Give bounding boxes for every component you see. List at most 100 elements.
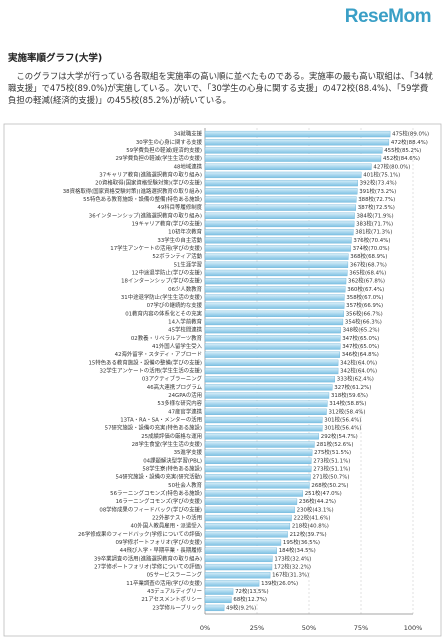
bar: [204, 261, 349, 268]
data-label: 354校(66.3%): [345, 317, 382, 325]
data-label: 68校(12.7%): [233, 595, 267, 603]
data-label: 292校(54.7%): [321, 432, 358, 440]
bar: [204, 596, 232, 603]
bar: [204, 253, 349, 260]
data-label: 346校(64.8%): [342, 350, 379, 358]
data-label: 314校(58.8%): [329, 399, 366, 407]
bar: [204, 139, 390, 146]
bar: [204, 400, 328, 407]
bar: [204, 335, 341, 342]
data-label: 184校(34.5%): [279, 546, 316, 554]
y-tick-label: 04課題解決型学習(PBL): [143, 456, 202, 464]
data-label: 218校(40.8%): [292, 522, 329, 530]
bar: [204, 408, 327, 415]
y-tick-label: 24GPAの活用: [168, 391, 202, 399]
bar: [204, 171, 362, 179]
y-tick-label: 48地域連携: [174, 162, 203, 170]
data-label: 381校(71.3%): [355, 228, 392, 236]
data-label: 312校(58.4%): [328, 407, 365, 415]
data-label: 230校(43.1%): [297, 505, 334, 513]
y-tick-label: 27学修ポートフォリオ(学修についての評価): [94, 563, 202, 571]
y-tick-label: 05サービスラーニング: [147, 571, 203, 579]
bar: [204, 580, 260, 587]
y-tick-label: 45学校間連携: [168, 326, 202, 334]
data-label: 251校(47.0%): [305, 489, 342, 497]
data-label: 342校(64.0%): [340, 358, 377, 366]
data-label: 172校(32.2%): [274, 563, 311, 571]
bar: [204, 376, 335, 383]
bar: [204, 351, 340, 358]
bar: [204, 343, 341, 350]
chart-frame: [3, 123, 442, 637]
y-tick-label: 08学修成果のフィードバック(学びの支援): [99, 505, 202, 513]
data-label: 392校(73.4%): [360, 179, 397, 187]
y-tick-label: 31中途退学防止(学生生活の支援): [121, 293, 202, 301]
bar: [204, 555, 273, 563]
bar: [204, 196, 357, 203]
y-tick-label: 50社会人教育: [168, 481, 202, 489]
bar: [204, 506, 295, 514]
bar: [204, 490, 303, 497]
data-label: 301校(56.4%): [324, 424, 361, 432]
bar: [204, 572, 271, 579]
data-label: 348校(65.2%): [343, 326, 380, 334]
y-tick-label: 39卒業調査の活用(進路選択教育の取り組み): [94, 554, 202, 562]
bar: [204, 237, 352, 244]
bar: [204, 523, 291, 530]
y-tick-label: 23学修ルーブリック: [152, 603, 202, 611]
y-tick-label: 52ボランティア活動: [152, 252, 202, 260]
data-label: 383校(71.7%): [356, 219, 393, 227]
y-tick-label: 56ラーニングコモンズ(特色ある施設): [110, 489, 202, 497]
bar: [204, 286, 346, 293]
data-label: 384校(71.9%): [357, 211, 394, 219]
data-label: 367校(68.7%): [350, 260, 387, 268]
y-tick-label: 25成績評価の厳格な運用: [141, 432, 202, 440]
bar: [204, 294, 345, 301]
bar: [204, 514, 292, 522]
data-label: 356校(66.7%): [346, 309, 383, 317]
data-label: 167校(31.3%): [272, 571, 309, 579]
chart-title: 実施率順グラフ(大学): [8, 53, 103, 64]
y-tick-label: 57研究施設・設備の充実(特色ある施設): [105, 424, 202, 432]
bar: [204, 498, 298, 505]
data-label: 357校(66.9%): [346, 301, 383, 309]
y-tick-label: 07学びの継続的な支援: [147, 301, 203, 309]
data-label: 271校(50.7%): [312, 473, 349, 481]
y-tick-label: 06少人数教育: [168, 285, 202, 293]
y-tick-label: 36インターンシップ(進路選択教育の取り組み): [89, 211, 202, 219]
data-label: 362校(67.8%): [348, 277, 385, 285]
y-tick-label: 01教育内容の体系化とその充実: [125, 309, 202, 317]
data-label: 342校(64.0%): [340, 367, 377, 375]
y-tick-label: 16ラーニングコモンズ(学びの支援): [116, 497, 202, 505]
bar: [204, 392, 330, 399]
y-tick-label: 03アクティブラーニング: [142, 375, 203, 383]
data-label: 401校(75.1%): [363, 170, 400, 178]
y-tick-label: 42海外留学・スタディ・アブロード: [115, 350, 202, 358]
data-label: 472校(88.4%): [391, 138, 428, 146]
y-tick-label: 29学費負担の軽減(学生生活の支援): [115, 154, 202, 162]
y-tick-label: 41外国人留学生受入: [152, 342, 203, 350]
y-tick-label: 40外国人教員雇用・派遣受入: [130, 522, 202, 530]
data-label: 281校(52.6%): [316, 440, 353, 448]
data-label: 236校(44.2%): [299, 497, 336, 505]
data-label: 475校(89.0%): [392, 130, 429, 138]
y-tick-label: 37キャリア教育(進路選択教育の取り組み): [99, 170, 202, 178]
bar: [204, 416, 323, 424]
data-label: 195校(36.5%): [283, 538, 320, 546]
bar: [204, 433, 319, 440]
y-tick-label: 32学生アンケートの活用(学生生活の支援): [100, 367, 203, 375]
data-label: 427校(80.0%): [373, 162, 410, 170]
data-label: 318校(59.6%): [331, 391, 368, 399]
chart-subtitle: このグラフは大学が行っている各取組を実施率の高い順に並べたものである。実施率の最…: [8, 71, 433, 105]
y-tick-label: 14入学前教育: [168, 317, 202, 325]
bar: [204, 155, 382, 162]
y-tick-label: 18インターンシップ(学びの支援): [121, 277, 202, 285]
bar: [204, 482, 310, 489]
data-label: 139校(26.0%): [261, 579, 298, 587]
y-tick-label: 38資格取得(国家資格受験対策)(進路選択教育の取り組み): [63, 187, 202, 195]
data-label: 374校(70.0%): [353, 244, 390, 252]
y-tick-label: 33学生の自主活動: [157, 236, 202, 244]
data-label: 275校(51.5%): [314, 448, 351, 456]
data-label: 360校(67.4%): [347, 285, 384, 293]
bar: [204, 277, 347, 285]
